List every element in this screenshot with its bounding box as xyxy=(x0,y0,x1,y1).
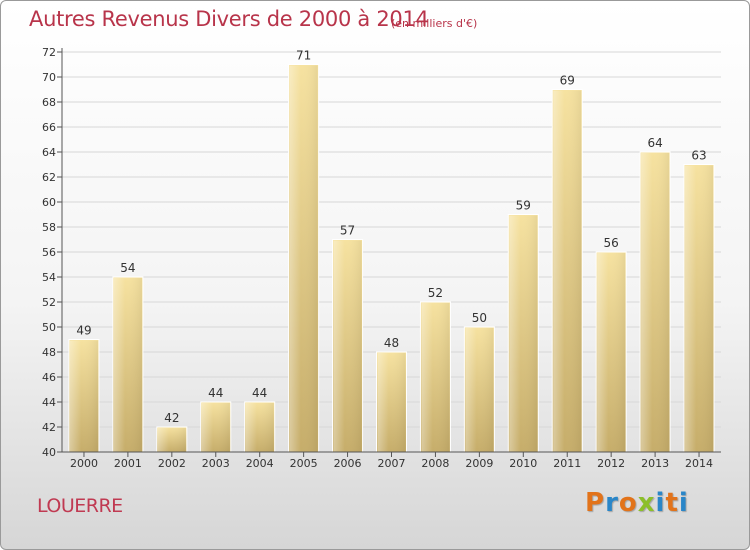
bar-shade xyxy=(465,328,494,452)
y-tick-label: 46 xyxy=(42,371,56,384)
value-label: 59 xyxy=(516,199,531,213)
x-tick-label: 2001 xyxy=(114,457,142,470)
y-tick-label: 44 xyxy=(42,396,56,409)
bar-shade xyxy=(333,240,362,452)
logo-letter: r xyxy=(605,488,619,518)
x-tick-label: 2007 xyxy=(378,457,406,470)
value-label: 44 xyxy=(208,386,223,400)
value-labels: 49 54 42 44 44 71 57 48 52 50 59 69 56 64 63 xyxy=(76,49,706,426)
y-tick-label: 54 xyxy=(42,271,56,284)
bar-shade xyxy=(553,90,582,452)
x-tick-labels: 2000 2001 2002 2003 2004 2005 2006 2007 2008 2009… xyxy=(70,452,713,470)
logo-letter: i xyxy=(678,488,689,518)
y-tick-labels: 40 42 44 46 48 50 52 54 56 58 60 62 64 66 68 70 72 xyxy=(42,46,56,459)
value-label: 56 xyxy=(604,236,619,250)
value-label: 71 xyxy=(296,49,311,63)
bars xyxy=(68,64,715,453)
bar-shade xyxy=(685,165,714,452)
y-tick-label: 56 xyxy=(42,246,56,259)
x-tick-label: 2010 xyxy=(509,457,537,470)
y-tick-label: 70 xyxy=(42,71,56,84)
chart-subtitle: (en milliers d'€) xyxy=(391,17,478,30)
x-tick-label: 2002 xyxy=(158,457,186,470)
value-label: 44 xyxy=(252,386,267,400)
x-tick-label: 2005 xyxy=(290,457,318,470)
x-tick-label: 2006 xyxy=(334,457,362,470)
value-label: 54 xyxy=(120,261,135,275)
bar-shade xyxy=(377,353,406,452)
value-label: 49 xyxy=(76,324,91,338)
chart-title: Autres Revenus Divers de 2000 à 2014 xyxy=(29,7,429,31)
value-label: 48 xyxy=(384,336,399,350)
bar-shade xyxy=(69,340,98,452)
y-tick-label: 58 xyxy=(42,221,56,234)
bar-shade xyxy=(421,303,450,452)
logo-letter: t xyxy=(665,488,679,518)
value-label: 64 xyxy=(647,136,662,150)
y-tick-label: 68 xyxy=(42,96,56,109)
bar-shade xyxy=(597,253,626,452)
x-tick-label: 2013 xyxy=(641,457,669,470)
bar-shade xyxy=(245,403,274,452)
y-tick-label: 50 xyxy=(42,321,56,334)
value-label: 42 xyxy=(164,411,179,425)
y-tick-label: 60 xyxy=(42,196,56,209)
y-tick-label: 64 xyxy=(42,146,56,159)
bar-shade xyxy=(201,403,230,452)
y-tick-label: 72 xyxy=(42,46,56,59)
y-tick-label: 48 xyxy=(42,346,56,359)
value-label: 52 xyxy=(428,286,443,300)
x-tick-label: 2008 xyxy=(421,457,449,470)
bar-shade xyxy=(157,428,186,452)
bar-shade xyxy=(641,153,670,452)
logo-letter: P xyxy=(585,488,606,518)
logo-letter: x xyxy=(637,488,656,518)
x-tick-label: 2011 xyxy=(553,457,581,470)
y-tick-label: 62 xyxy=(42,171,56,184)
bar-shade xyxy=(289,65,318,452)
x-tick-label: 2009 xyxy=(465,457,493,470)
y-tick-label: 40 xyxy=(42,446,56,459)
y-tick-label: 42 xyxy=(42,421,56,434)
x-tick-label: 2014 xyxy=(685,457,713,470)
x-tick-label: 2000 xyxy=(70,457,98,470)
value-label: 63 xyxy=(691,149,706,163)
place-name: LOUERRE xyxy=(37,495,123,517)
y-tick-label: 66 xyxy=(42,121,56,134)
y-tick-label: 52 xyxy=(42,296,56,309)
x-tick-label: 2012 xyxy=(597,457,625,470)
value-label: 69 xyxy=(560,74,575,88)
logo-letter: o xyxy=(618,488,638,518)
proxiti-logo: Proxiti xyxy=(585,488,689,518)
value-label: 50 xyxy=(472,311,487,325)
x-tick-label: 2004 xyxy=(246,457,274,470)
value-label: 57 xyxy=(340,224,355,238)
bar-shade xyxy=(509,215,538,452)
bar-shade xyxy=(113,278,142,452)
x-tick-label: 2003 xyxy=(202,457,230,470)
logo-letter: i xyxy=(655,488,666,518)
